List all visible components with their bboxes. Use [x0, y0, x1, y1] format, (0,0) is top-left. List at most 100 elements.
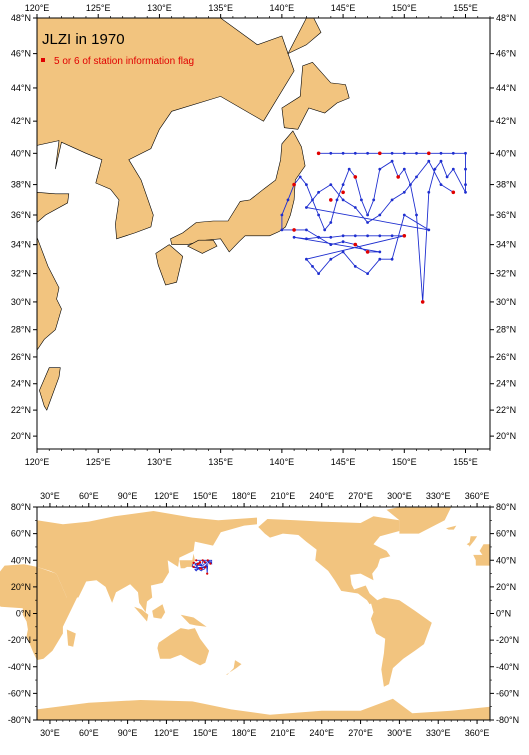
station-point	[353, 234, 357, 238]
global-lon-tick-label: 270°E	[348, 728, 373, 738]
global-flagged-point	[192, 561, 195, 565]
station-point	[311, 198, 314, 202]
station-point	[286, 198, 290, 202]
station-point	[329, 221, 333, 224]
station-point	[341, 234, 345, 238]
station-point	[402, 190, 406, 194]
station-point	[341, 151, 345, 155]
lon-tick-label: 120°E	[25, 3, 50, 13]
station-point	[323, 228, 327, 232]
station-point	[360, 198, 363, 202]
world-land-polygon	[469, 536, 478, 547]
station-point	[378, 213, 382, 217]
lon-tick-label: 130°E	[147, 3, 172, 13]
global-lon-tick-label: 360°E	[465, 728, 490, 738]
lat-tick-label: 40°N	[496, 148, 516, 158]
global-lon-tick-label: 120°E	[154, 491, 179, 501]
station-point	[329, 243, 333, 247]
lat-tick-label: 42°N	[11, 116, 31, 126]
lat-tick-label: 24°N	[11, 379, 31, 389]
lat-tick-label: 28°N	[496, 325, 516, 335]
station-point	[464, 167, 467, 171]
flagged-station-point	[353, 175, 358, 179]
station-point	[366, 272, 369, 275]
station-point	[347, 167, 351, 171]
lat-tick-label: 48°N	[496, 13, 516, 23]
world-land-polygon	[466, 541, 471, 546]
station-point	[427, 159, 431, 163]
lon-tick-label: 145°E	[331, 3, 356, 13]
global-lat-tick-label: -80°N	[8, 715, 31, 725]
global-lat-tick-label: -40°N	[496, 662, 519, 672]
station-point	[317, 235, 320, 239]
global-flagged-point	[206, 572, 209, 575]
global-flagged-point	[203, 561, 206, 564]
global-lon-tick-label: 240°E	[309, 728, 334, 738]
world-land-polygon	[370, 597, 432, 687]
global-lat-tick-label: 60°N	[11, 529, 31, 539]
global-lon-tick-label: 210°E	[271, 728, 296, 738]
legend-label: 5 or 6 of station information flag	[54, 56, 194, 67]
regional-map-land	[36, 17, 350, 411]
global-lon-tick-label: 210°E	[271, 491, 296, 501]
station-point	[305, 257, 308, 261]
station-point	[464, 151, 467, 155]
lat-tick-label: 20°N	[11, 431, 31, 441]
station-point	[305, 228, 308, 232]
station-point	[390, 151, 394, 155]
lat-tick-label: 38°N	[496, 180, 516, 190]
global-flagged-point	[206, 559, 209, 562]
station-point	[439, 159, 443, 163]
global-lat-tick-label: -40°N	[8, 662, 31, 672]
station-point	[390, 198, 394, 202]
global-lon-tick-label: 360°E	[465, 491, 490, 501]
station-point	[415, 213, 418, 217]
global-lat-tick-label: -80°N	[496, 715, 519, 725]
global-lon-tick-label: 300°E	[387, 491, 412, 501]
global-map-land	[0, 507, 490, 720]
station-point	[366, 221, 369, 224]
global-lon-tick-label: 120°E	[154, 728, 179, 738]
global-lon-tick-label: 150°E	[193, 728, 218, 738]
lat-tick-label: 28°N	[11, 325, 31, 335]
station-point	[311, 265, 314, 268]
station-point	[292, 235, 296, 239]
lon-tick-label: 120°E	[25, 457, 50, 467]
global-lat-tick-label: -60°N	[496, 688, 519, 698]
world-land-polygon	[479, 544, 490, 566]
lat-tick-label: 46°N	[496, 49, 516, 59]
station-point	[378, 167, 382, 171]
flagged-station-point	[341, 190, 345, 195]
flagged-station-point	[353, 242, 358, 247]
global-lat-tick-label: 80°N	[496, 502, 516, 512]
land-polygon	[186, 239, 218, 254]
station-point	[390, 234, 394, 238]
world-land-polygon	[386, 507, 452, 534]
global-lon-tick-label: 90°E	[118, 491, 138, 501]
station-point	[402, 167, 406, 171]
lat-tick-label: 44°N	[11, 83, 31, 93]
station-point	[329, 151, 333, 155]
station-point	[378, 257, 382, 261]
world-land-polygon	[446, 525, 457, 530]
lon-tick-label: 145°E	[331, 457, 356, 467]
global-lat-tick-label: 40°N	[11, 555, 31, 565]
global-lon-tick-label: 30°E	[40, 728, 60, 738]
station-point	[415, 151, 418, 155]
station-point	[305, 206, 308, 209]
station-point	[415, 175, 418, 179]
lat-tick-label: 46°N	[11, 49, 31, 59]
station-point	[366, 151, 369, 155]
station-point	[464, 190, 467, 194]
global-lat-tick-label: -20°N	[8, 635, 31, 645]
flagged-station-point	[292, 228, 296, 232]
lat-tick-label: 30°N	[496, 297, 516, 307]
lon-tick-label: 155°E	[453, 457, 478, 467]
global-flagged-point	[199, 561, 202, 564]
global-lon-tick-label: 90°E	[118, 728, 138, 738]
station-point	[378, 250, 382, 254]
station-point	[439, 183, 443, 187]
lat-tick-label: 48°N	[11, 13, 31, 23]
world-land-polygon	[37, 698, 490, 720]
station-point	[402, 151, 406, 155]
